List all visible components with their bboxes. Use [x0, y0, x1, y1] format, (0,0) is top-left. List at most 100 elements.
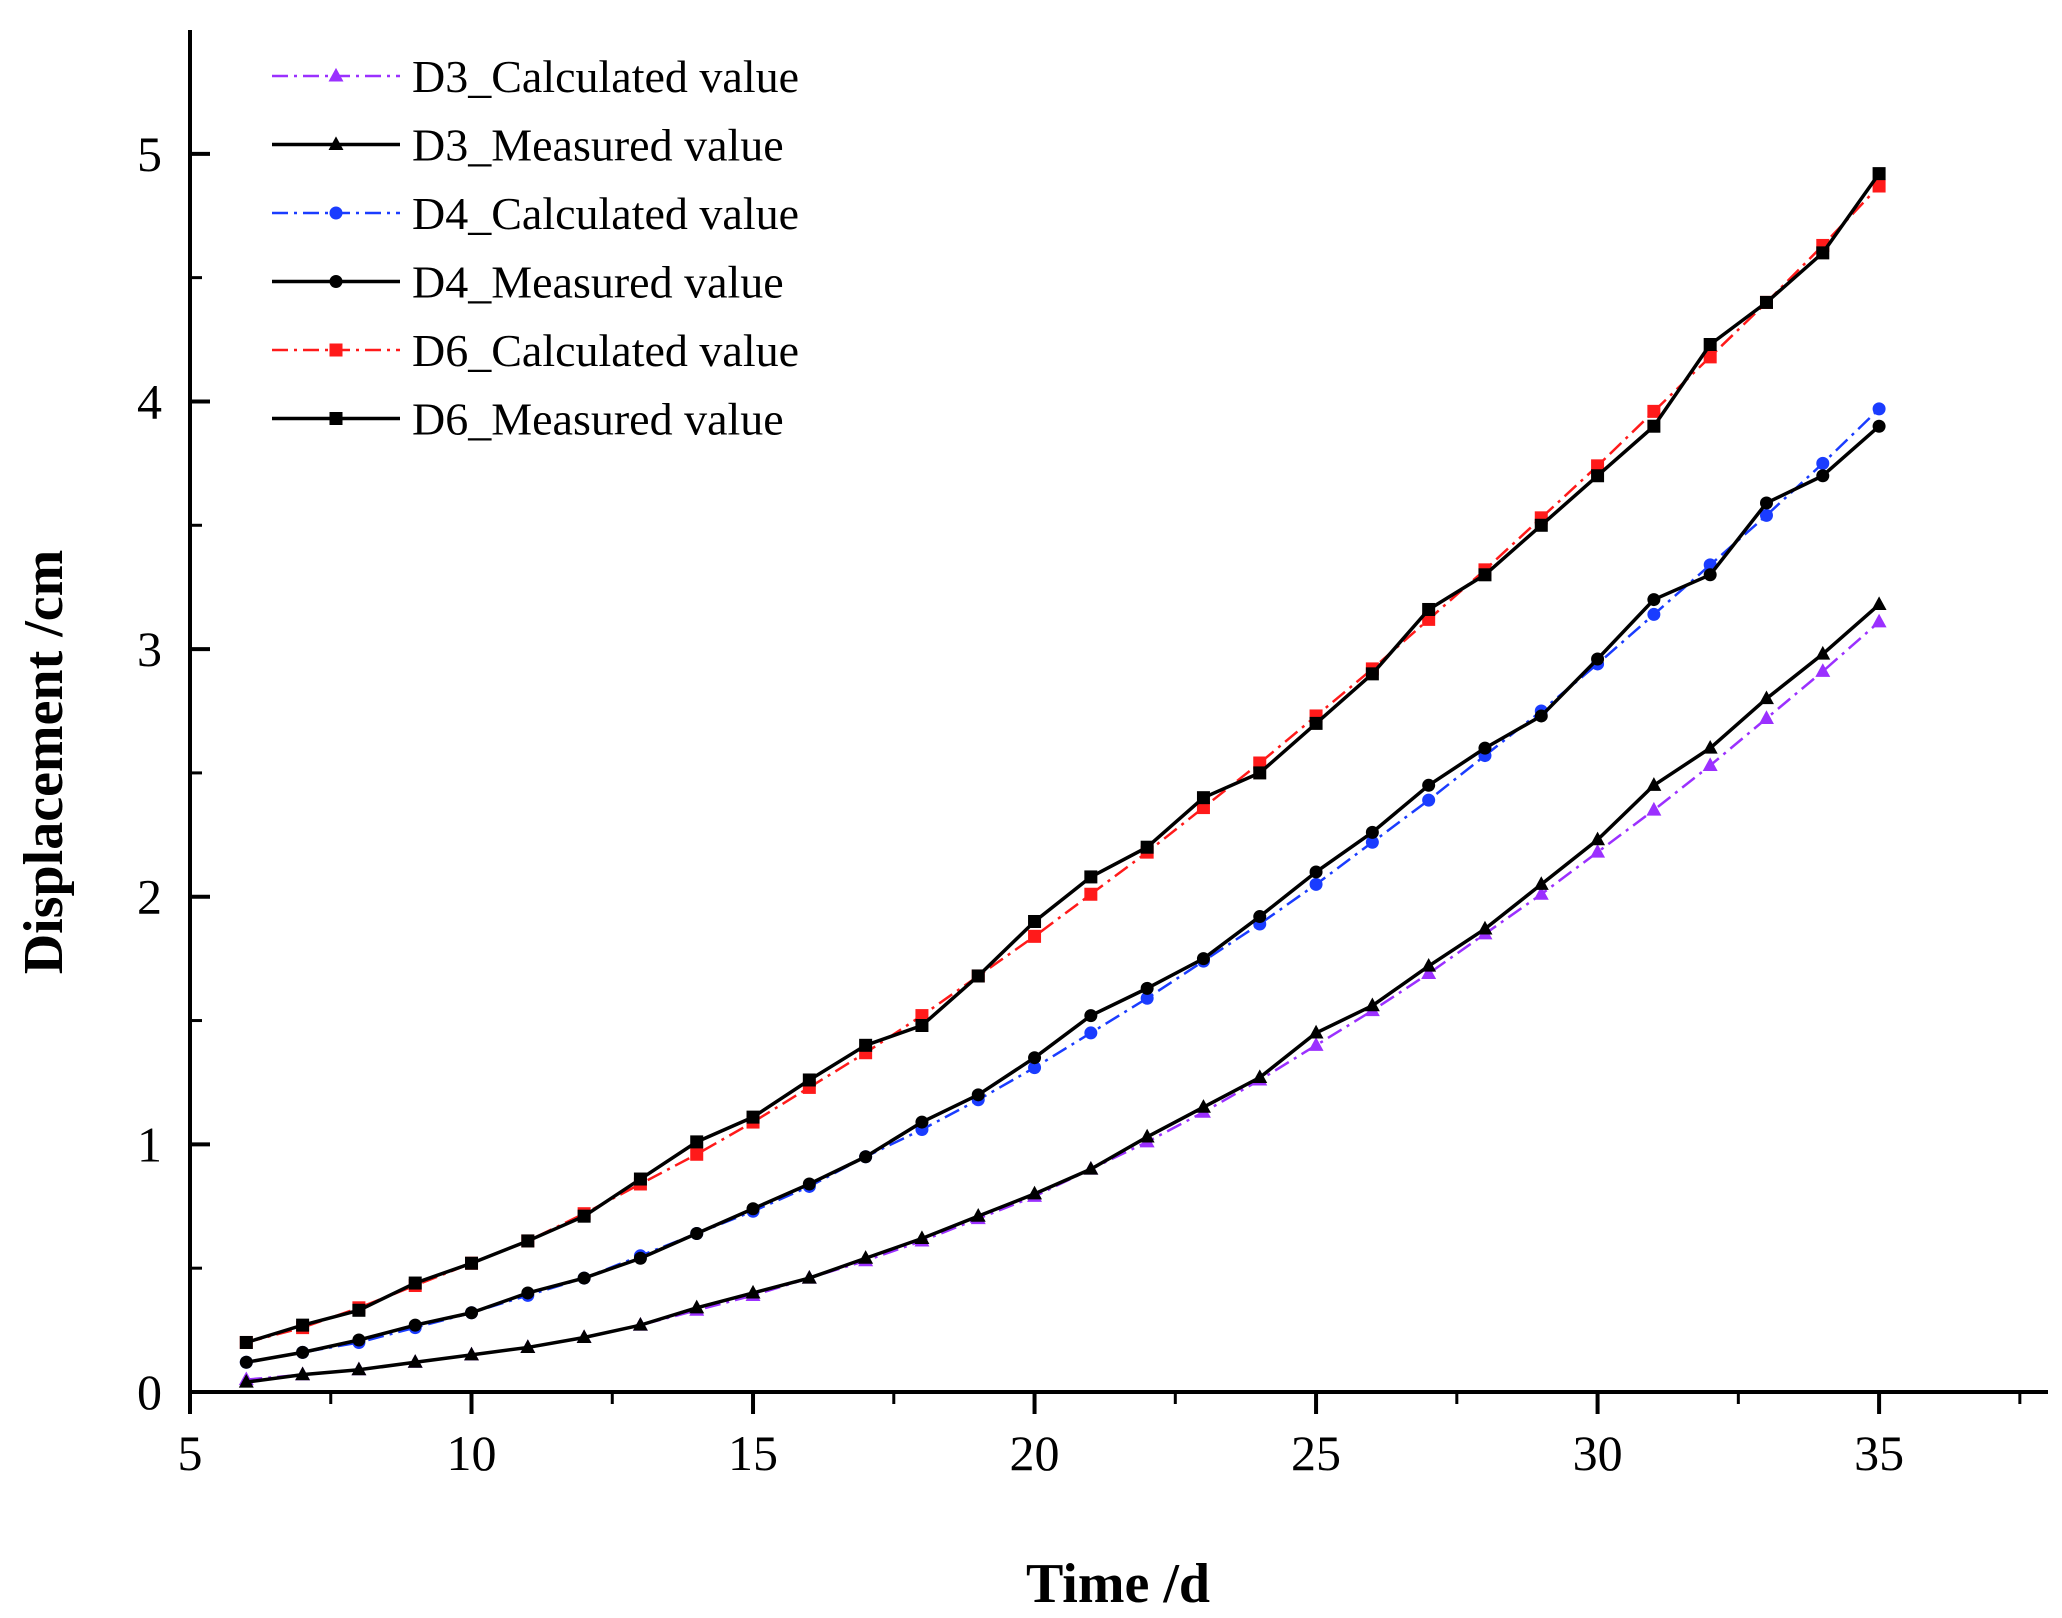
legend-marker: [329, 275, 343, 288]
x-tick-label: 35: [1854, 1425, 1904, 1481]
data-point: [1703, 568, 1717, 582]
data-point: [690, 1147, 704, 1161]
x-tick-label: 15: [728, 1425, 778, 1481]
data-point: [1422, 612, 1436, 626]
legend-label: D4_Measured value: [412, 257, 784, 308]
data-point: [689, 1299, 705, 1314]
data-point: [970, 1208, 986, 1222]
series-d6-measured-value: [239, 167, 1886, 1349]
data-point: [1533, 886, 1549, 900]
data-point: [239, 1335, 253, 1349]
data-point: [1084, 1009, 1098, 1023]
data-point: [408, 1276, 422, 1290]
data-point: [1646, 801, 1662, 816]
data-point: [1816, 469, 1830, 483]
data-point: [296, 1345, 310, 1359]
data-point: [690, 1135, 704, 1149]
data-point: [1421, 965, 1437, 980]
data-point: [1140, 991, 1154, 1005]
data-point: [1759, 496, 1773, 510]
y-tick-label: 0: [137, 1364, 162, 1420]
data-point: [1421, 957, 1437, 972]
data-point: [1253, 756, 1267, 770]
data-point: [915, 1009, 929, 1023]
legend-entry: D6_Measured value: [272, 394, 784, 445]
data-point: [1253, 910, 1267, 924]
data-point: [745, 1284, 761, 1299]
data-point: [238, 1373, 254, 1388]
data-point: [464, 1346, 479, 1361]
data-point: [352, 1333, 366, 1347]
x-tick-label: 25: [1291, 1425, 1341, 1481]
legend-marker: [329, 412, 343, 425]
data-point: [1872, 402, 1886, 416]
data-point: [1028, 914, 1042, 928]
data-point: [802, 1073, 816, 1087]
series-line: [246, 407, 1880, 1364]
data-point: [1759, 295, 1773, 309]
data-point: [1139, 1128, 1155, 1143]
data-point: [1308, 1024, 1324, 1039]
data-point: [1871, 613, 1887, 628]
data-point: [1815, 645, 1831, 660]
data-point: [1365, 667, 1379, 681]
data-point: [1591, 469, 1605, 483]
data-point: [1703, 337, 1717, 351]
data-point: [1196, 791, 1210, 805]
series-line: [246, 620, 1880, 1381]
data-point: [351, 1361, 367, 1376]
axes: 5 10 15 20 25 30 35 0 1 2 3 4 5: [137, 30, 2048, 1481]
legend-label: D4_Calculated value: [412, 188, 799, 239]
series-layer: [238, 167, 1887, 1388]
data-point: [1759, 508, 1773, 522]
data-point: [859, 1038, 873, 1052]
data-point: [1196, 952, 1210, 966]
x-tick-label: 10: [447, 1425, 497, 1481]
data-point: [859, 1150, 873, 1164]
series-d3-measured-value: [238, 596, 1887, 1388]
legend-marker: [329, 206, 343, 220]
y-tick-label: 5: [137, 126, 162, 182]
data-point: [1702, 757, 1718, 772]
data-point: [1478, 568, 1492, 582]
legend-entry: D6_Calculated value: [272, 325, 799, 376]
data-point: [577, 1271, 591, 1285]
data-point: [1422, 778, 1436, 792]
x-axis-title: Time /d: [1026, 1553, 1210, 1615]
data-point: [801, 1269, 817, 1284]
data-point: [520, 1339, 536, 1353]
data-point: [914, 1230, 930, 1244]
y-axis-title: Displacement /cm: [13, 550, 75, 975]
legend: D3_Calculated value D3_Measured value D4_C…: [272, 51, 799, 445]
data-point: [746, 1110, 760, 1124]
legend-marker: [328, 136, 344, 151]
data-point: [915, 1115, 929, 1129]
data-point: [1028, 929, 1042, 943]
data-point: [1365, 825, 1379, 839]
data-point: [633, 1172, 647, 1186]
data-point: [1253, 766, 1267, 780]
data-point: [1309, 877, 1323, 891]
data-point: [1140, 840, 1154, 854]
data-point: [1816, 456, 1830, 470]
data-point: [1084, 887, 1098, 901]
data-point: [690, 1227, 704, 1241]
data-point: [1252, 1069, 1268, 1084]
data-point: [1815, 663, 1831, 677]
data-point: [465, 1256, 479, 1270]
data-point: [858, 1250, 874, 1264]
data-point: [1308, 1037, 1324, 1051]
data-point: [1477, 920, 1493, 935]
data-point: [1646, 777, 1662, 791]
series-line: [246, 603, 1881, 1384]
data-point: [239, 1355, 253, 1369]
legend-label: D6_Calculated value: [412, 325, 799, 376]
data-point: [577, 1209, 591, 1223]
series-line: [245, 172, 1881, 1345]
series-line: [245, 424, 1881, 1365]
data-point: [915, 1018, 929, 1032]
legend-entry: D4_Calculated value: [272, 188, 799, 239]
data-point: [407, 1354, 423, 1368]
legend-entry: D4_Measured value: [272, 257, 784, 308]
